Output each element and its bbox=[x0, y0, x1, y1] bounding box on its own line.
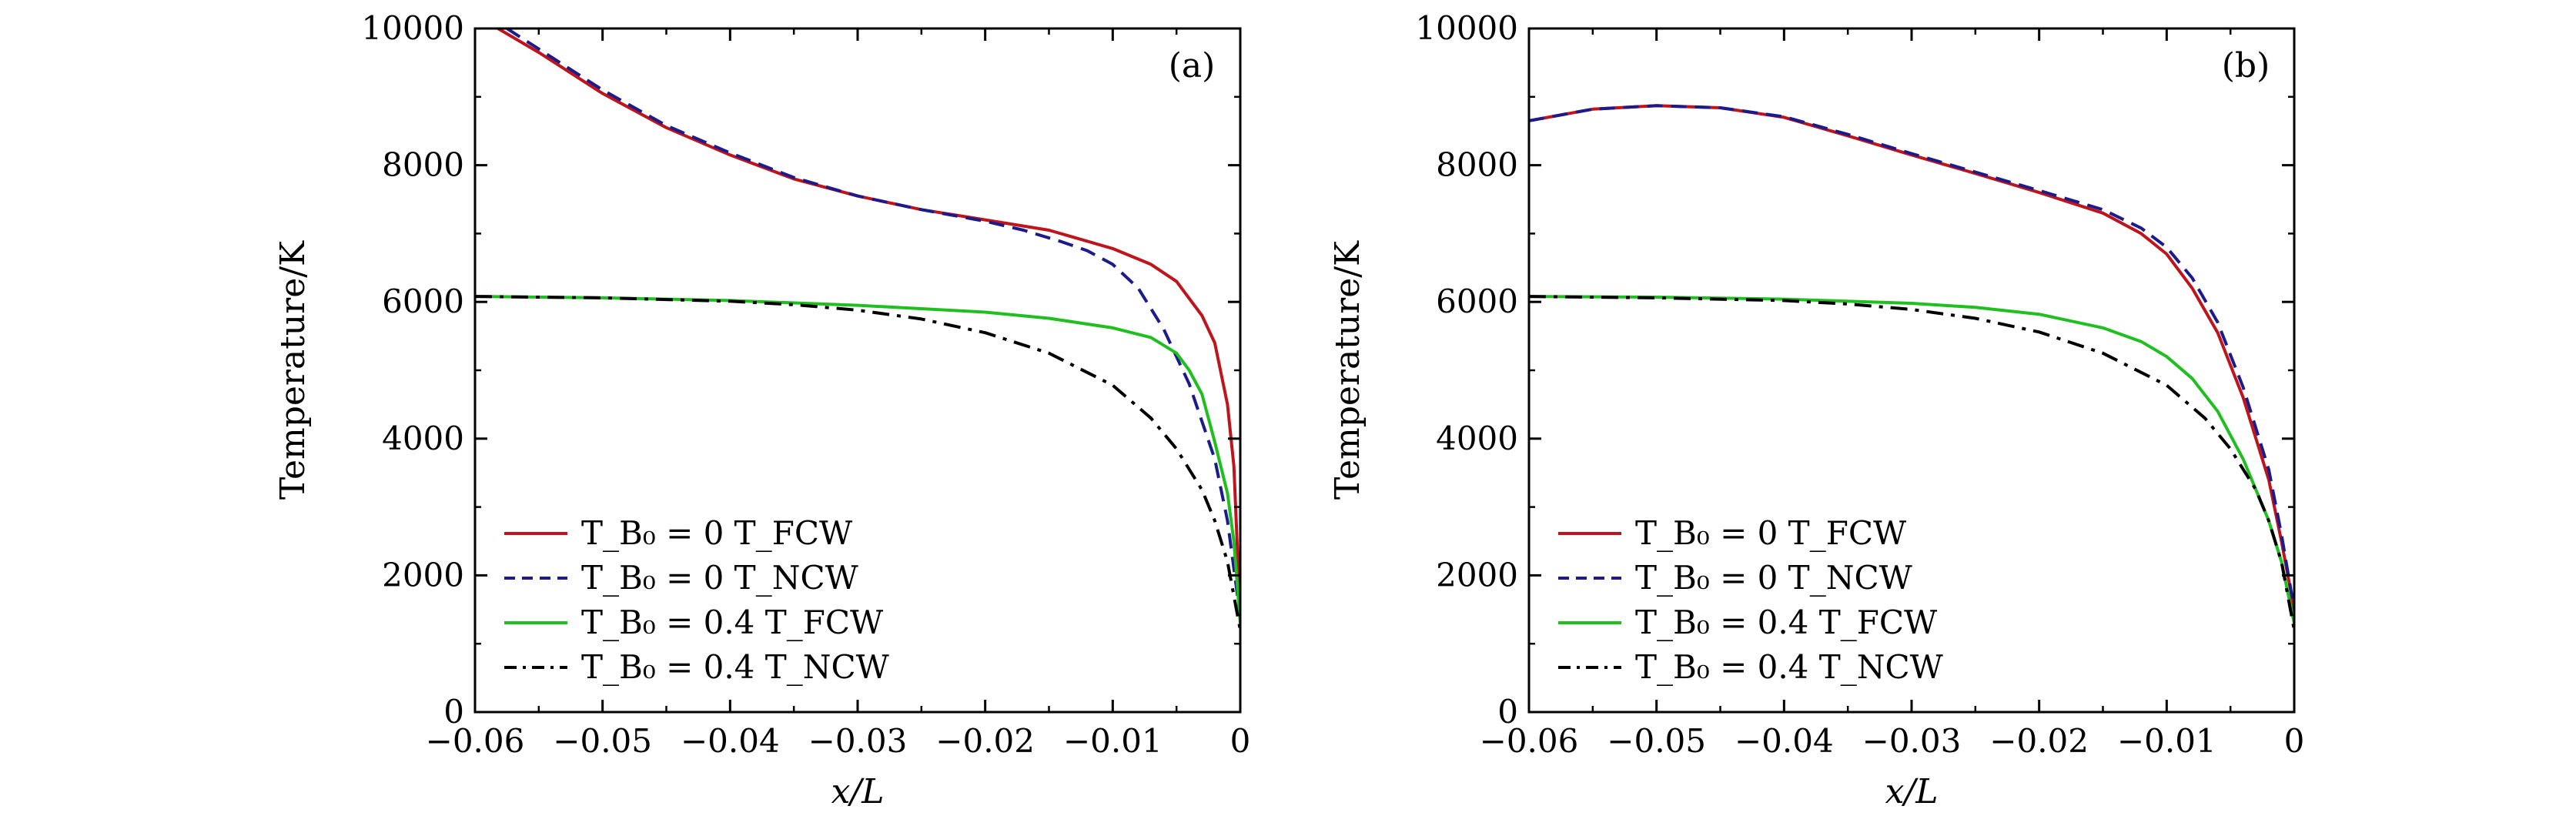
chart-a-y-tick-label: 0 bbox=[443, 693, 464, 731]
chart-b-y-tick-label: 4000 bbox=[1436, 420, 1518, 457]
chart-panel-a: −0.06 −0.05 −0.04 −0.03 −0.02 −0.01 0 0 2000 4000… bbox=[273, 9, 1250, 811]
chart-b-x-tick-label: −0.01 bbox=[2117, 722, 2216, 760]
chart-a-x-axis-label: x/L bbox=[831, 772, 885, 811]
chart-b-x-tick-label: −0.05 bbox=[1607, 722, 1706, 760]
chart-panel-b: −0.06 −0.05 −0.04 −0.03 −0.02 −0.01 0 0 2000 4000… bbox=[1328, 9, 2304, 811]
chart-a-x-tick-label: 0 bbox=[1230, 722, 1251, 760]
chart-b-legend-label: T_B₀ = 0 T_NCW bbox=[1635, 559, 1913, 597]
chart-a-y-tick-label: 2000 bbox=[382, 556, 464, 594]
chart-a-x-tick-label: −0.02 bbox=[935, 722, 1035, 760]
chart-a-y-axis-label: Temperature/K bbox=[273, 240, 313, 500]
chart-a-y-tick-label: 6000 bbox=[382, 283, 464, 320]
chart-a-legend-label: T_B₀ = 0.4 T_NCW bbox=[581, 648, 890, 686]
chart-a-legend-label: T_B₀ = 0 T_NCW bbox=[581, 559, 859, 597]
chart-b-x-tick-label: −0.02 bbox=[1989, 722, 2089, 760]
chart-b-x-tick-label: 0 bbox=[2284, 722, 2305, 760]
chart-b-y-tick-label: 10000 bbox=[1415, 9, 1518, 47]
chart-a-x-tick-label: −0.03 bbox=[808, 722, 908, 760]
chart-a-y-tick-label: 8000 bbox=[382, 146, 464, 184]
chart-b-y-tick-label: 6000 bbox=[1436, 283, 1518, 320]
chart-a-x-tick-label: −0.04 bbox=[681, 722, 780, 760]
chart-a-x-tick-label: −0.05 bbox=[553, 722, 652, 760]
chart-a-series-line-3 bbox=[475, 295, 1240, 630]
chart-b-legend-label: T_B₀ = 0.4 T_NCW bbox=[1635, 648, 1944, 686]
chart-a-x-tick-label: −0.01 bbox=[1063, 722, 1163, 760]
chart-b-y-axis-label: Temperature/K bbox=[1328, 240, 1367, 500]
chart-a-legend-label: T_B₀ = 0.4 T_FCW bbox=[581, 604, 884, 641]
chart-a-series-line-1 bbox=[506, 28, 1240, 617]
chart-b-x-tick-label: −0.03 bbox=[1862, 722, 1962, 760]
chart-a-panel-label: (a) bbox=[1169, 46, 1216, 85]
chart-b-x-tick-label: −0.06 bbox=[1480, 722, 1579, 760]
chart-b-panel-label: (b) bbox=[2222, 46, 2270, 85]
chart-a-legend-label: T_B₀ = 0 T_FCW bbox=[581, 514, 853, 552]
chart-b-y-tick-label: 0 bbox=[1497, 693, 1518, 731]
chart-a-y-tick-label: 4000 bbox=[382, 420, 464, 457]
chart-b-y-tick-label: 2000 bbox=[1436, 556, 1518, 594]
chart-b-legend-label: T_B₀ = 0.4 T_FCW bbox=[1635, 604, 1938, 641]
chart-a-series-line-0 bbox=[497, 28, 1240, 617]
chart-a-x-tick-label: −0.06 bbox=[426, 722, 525, 760]
chart-b-y-tick-label: 8000 bbox=[1436, 146, 1518, 184]
chart-a-y-tick-label: 10000 bbox=[361, 9, 464, 47]
chart-b-series-line-1 bbox=[1529, 104, 2294, 610]
chart-b-x-tick-label: −0.04 bbox=[1735, 722, 1834, 760]
chart-b-x-axis-label: x/L bbox=[1885, 772, 1939, 811]
chart-b-legend-label: T_B₀ = 0 T_FCW bbox=[1635, 514, 1907, 552]
chart-b-series-line-3 bbox=[1529, 295, 2294, 630]
